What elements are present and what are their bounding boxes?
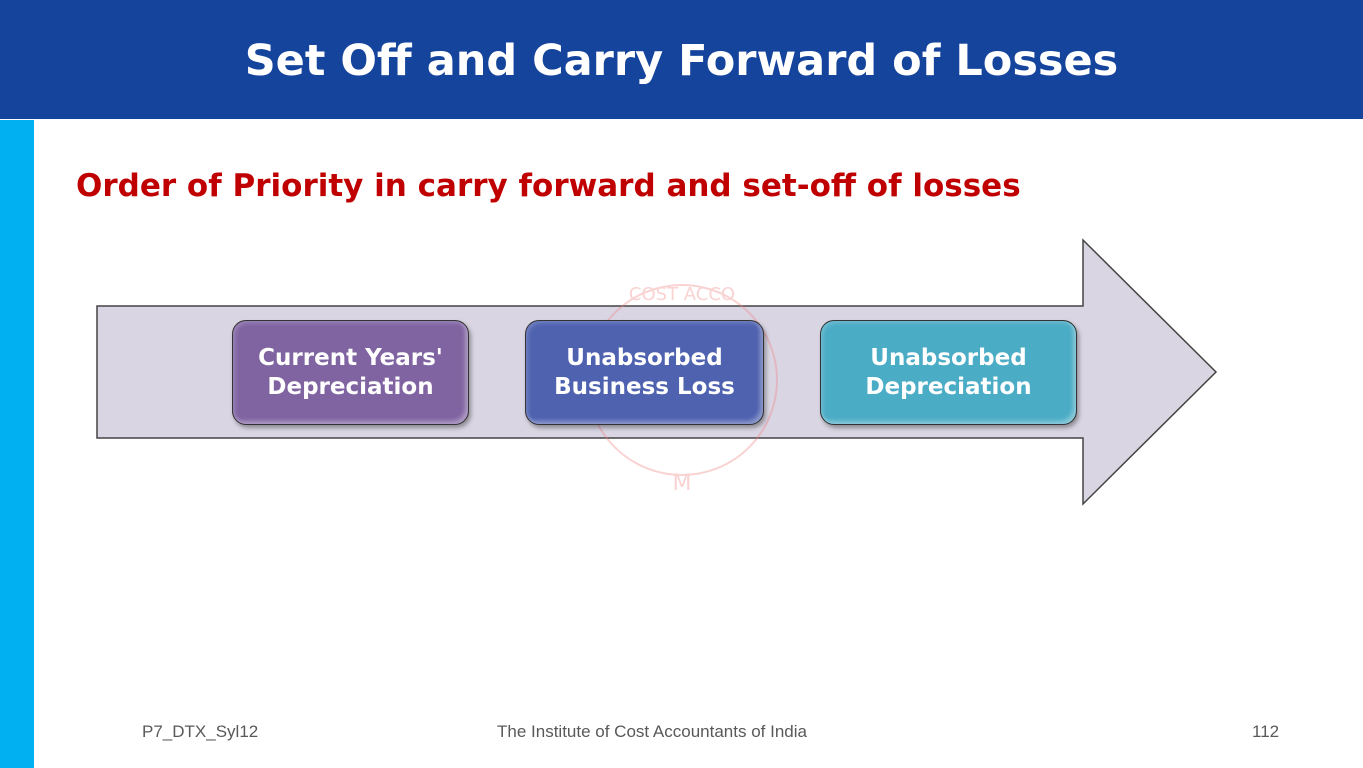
step-label: Unabsorbed: [566, 344, 723, 371]
svg-text:M: M: [673, 471, 692, 496]
step-label: Depreciation: [865, 373, 1032, 400]
footer-institute: The Institute of Cost Accountants of Ind…: [497, 722, 807, 741]
title-bar: [0, 0, 1363, 119]
side-accent-bar: [0, 120, 34, 768]
slide-title: Set Off and Carry Forward of Losses: [244, 35, 1119, 86]
step-label: Depreciation: [267, 373, 434, 400]
step-label: Unabsorbed: [870, 344, 1027, 371]
step-label: Business Loss: [554, 373, 735, 400]
footer-code: P7_DTX_Syl12: [142, 722, 259, 741]
step-current-years-depreciation: Current Years' Depreciation: [232, 320, 469, 425]
step-unabsorbed-depreciation: Unabsorbed Depreciation: [820, 320, 1077, 425]
step-unabsorbed-business-loss: Unabsorbed Business Loss: [525, 320, 764, 425]
step-label: Current Years': [258, 344, 443, 371]
svg-text:COST ACCO: COST ACCO: [629, 284, 735, 305]
page-number: 112: [1252, 722, 1280, 741]
slide-subtitle: Order of Priority in carry forward and s…: [76, 168, 1021, 204]
